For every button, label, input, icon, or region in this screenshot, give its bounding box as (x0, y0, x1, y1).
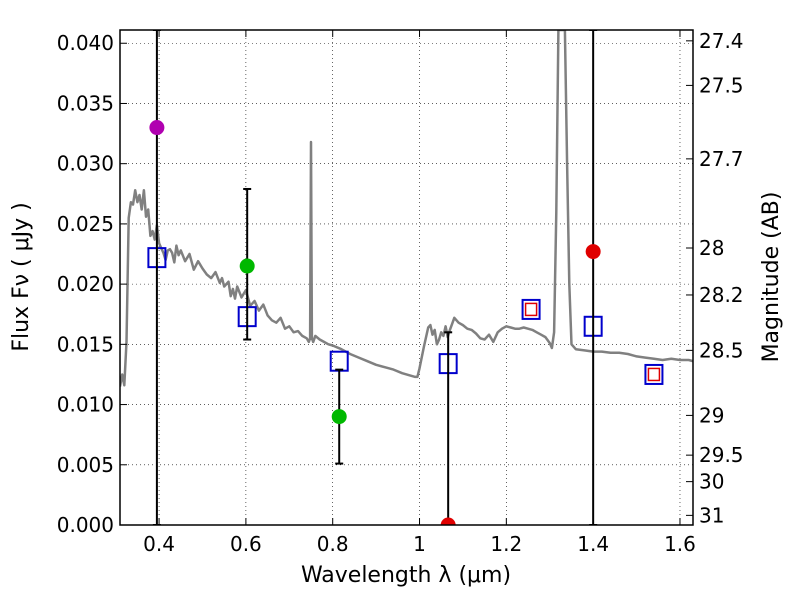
x-tick-label: 1 (413, 532, 426, 556)
observed-point (239, 258, 255, 274)
observed-point (331, 409, 347, 425)
mag-tick-label: 30 (699, 470, 724, 494)
y-tick-label: 0.020 (57, 272, 114, 296)
y-tick-label: 0.030 (57, 152, 114, 176)
y-tick-label: 0.040 (57, 31, 114, 55)
mag-tick-label: 27.7 (699, 147, 744, 171)
x-tick-label: 1.2 (490, 532, 522, 556)
mag-tick-label: 28.5 (699, 338, 744, 362)
inner-square (647, 367, 661, 382)
observed-point (585, 244, 601, 260)
observed-point (440, 517, 456, 525)
mag-tick-label: 27.5 (699, 73, 744, 97)
mag-tick-label: 28.2 (699, 283, 744, 307)
y-tick-label: 0.035 (57, 91, 114, 115)
mag-tick-label: 27.4 (699, 29, 744, 53)
mag-tick-label: 28 (699, 236, 724, 260)
x-axis-label: Wavelength λ (μm) (301, 563, 511, 588)
observed-point (149, 120, 165, 136)
y-tick-label: 0.000 (57, 513, 114, 537)
mag-tick-label: 29 (699, 403, 724, 427)
plot-frame (119, 29, 694, 526)
x-tick-label: 1.4 (577, 532, 609, 556)
plot-marks (120, 30, 693, 525)
spectrum-line (120, 30, 693, 387)
y-axis-label-left: Flux Fν ( μJy ) (9, 202, 34, 351)
model-photometry-square (644, 363, 664, 385)
mag-tick-label: 31 (699, 503, 724, 527)
x-tick-label: 0.4 (143, 532, 175, 556)
y-axis-label-right: Magnitude (AB) (759, 192, 784, 363)
mag-tick-label: 29.5 (699, 443, 744, 467)
y-tick-label: 0.025 (57, 212, 114, 236)
y-tick-label: 0.015 (57, 332, 114, 356)
inner-square (524, 302, 538, 317)
model-photometry-square (521, 298, 541, 320)
y-tick-label: 0.005 (57, 453, 114, 477)
axis-ticks: 0.4 0.6 0.8 1 1.2 1.4 1.6 0.000 0.005 0.010 0.015 0… (57, 29, 744, 556)
x-tick-label: 0.6 (230, 532, 262, 556)
y-tick-label: 0.010 (57, 393, 114, 417)
x-tick-label: 1.6 (664, 532, 696, 556)
x-tick-label: 0.8 (317, 532, 349, 556)
